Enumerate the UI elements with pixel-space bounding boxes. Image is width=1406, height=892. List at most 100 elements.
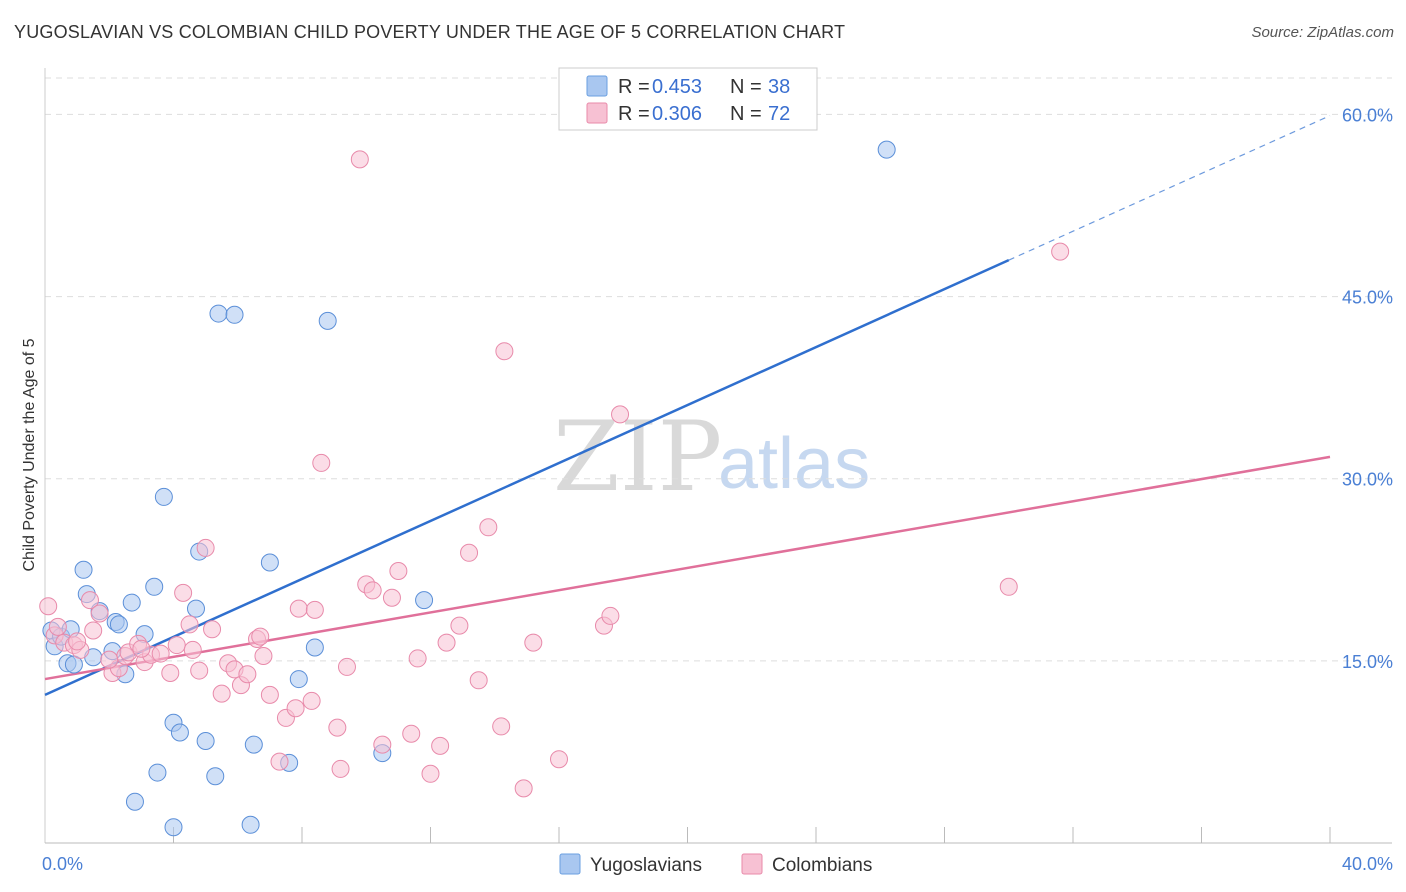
data-points [39,140,1070,837]
grid-lines [45,77,1392,662]
point-colombians-55 [492,717,511,736]
point-colombians-17 [167,636,186,655]
point-yugoslavians-29 [289,670,308,689]
trend-line-yugoslavians-extension [1008,115,1331,261]
point-colombians-67 [183,640,202,659]
point-colombians-5 [80,591,99,610]
point-yugoslavians-31 [318,311,337,330]
legend-swatch-yugoslavians [586,75,608,97]
point-colombians-62 [611,405,630,424]
point-yugoslavians-38 [877,140,896,159]
legend-n-label-2: N = [730,103,762,125]
point-colombians-18 [174,583,193,602]
point-colombians-49 [431,736,450,755]
point-colombians-21 [196,538,215,557]
source-credit: Source: ZipAtlas.com [1251,24,1394,41]
point-colombians-36 [305,600,324,619]
point-colombians-71 [48,617,67,636]
legend-r-value-2: 0.306 [652,103,702,125]
point-yugoslavians-24 [209,304,228,323]
point-colombians-59 [550,750,568,769]
point-colombians-47 [408,649,427,668]
point-colombians-38 [331,759,350,778]
point-colombians-35 [302,691,321,710]
trend-line-yugoslavians [44,259,1010,696]
point-colombians-39 [337,657,356,676]
legend-n-label-1: N = [730,76,762,98]
point-colombians-48 [421,764,440,783]
legend-r-label-1: R = [618,76,650,98]
point-yugoslavians-16 [145,577,164,596]
point-yugoslavians-19 [170,723,189,742]
point-colombians-7 [90,604,109,623]
x-tick-labels: 0.0% 40.0% [42,854,1393,874]
point-colombians-45 [389,562,408,580]
point-yugoslavians-34 [148,763,167,782]
point-yugoslavians-26 [244,735,263,754]
point-yugoslavians-30 [305,638,324,657]
point-colombians-16 [161,664,180,682]
point-colombians-34 [289,599,308,618]
point-colombians-46 [402,724,421,743]
chart-title: YUGOSLAVIAN VS COLOMBIAN CHILD POVERTY U… [14,22,846,42]
point-yugoslavians-25 [225,305,244,324]
point-colombians-27 [238,665,257,684]
point-colombians-53 [469,671,488,690]
legend-swatch-colombians [586,102,608,124]
bottom-legend-swatch-yugoslavians [559,853,581,875]
point-yugoslavians-14 [122,593,141,612]
axes [44,68,1392,844]
point-colombians-40 [350,150,369,169]
point-colombians-42 [363,581,382,600]
point-colombians-58 [524,633,543,652]
watermark-zip: ZIP [553,401,722,513]
bottom-legend-swatch-colombians [741,853,763,875]
x-tick-label-0: 0.0% [42,854,83,874]
point-colombians-64 [999,577,1018,596]
point-colombians-65 [1051,242,1070,261]
point-yugoslavians-27 [260,553,279,572]
point-colombians-51 [450,616,469,635]
point-colombians-20 [190,661,209,680]
point-yugoslavians-22 [196,732,215,750]
point-yugoslavians-17 [154,487,173,506]
point-colombians-57 [514,779,533,798]
point-yugoslavians-33 [415,591,434,610]
point-yugoslavians-6 [74,560,93,579]
point-colombians-33 [286,699,305,718]
point-yugoslavians-12 [109,615,128,634]
point-colombians-56 [495,342,514,361]
point-yugoslavians-23 [206,767,225,786]
point-colombians-66 [251,627,270,646]
y-axis-label: Child Poverty Under the Age of 5 [21,338,38,571]
point-colombians-61 [601,606,620,625]
point-colombians-63 [312,453,331,472]
y-tick-label-0: 15.0% [1342,652,1393,672]
y-tick-label-1: 30.0% [1342,470,1393,490]
point-colombians-68 [132,639,151,658]
y-tick-labels: 15.0% 30.0% 45.0% 60.0% [1342,105,1393,671]
point-colombians-44 [382,588,401,607]
legend-r-label-2: R = [618,103,650,125]
point-colombians-0 [39,597,58,616]
point-colombians-30 [260,685,279,704]
point-colombians-29 [254,647,273,665]
point-colombians-31 [270,752,289,771]
trend-lines [44,115,1331,696]
point-colombians-15 [151,644,170,663]
point-colombians-69 [100,650,119,669]
bottom-legend-label-yugoslavians: Yugoslavians [590,855,702,876]
point-colombians-70 [68,632,87,651]
legend-r-value-1: 0.453 [652,76,702,98]
y-tick-label-3: 60.0% [1342,105,1393,125]
point-colombians-52 [460,543,479,562]
point-yugoslavians-37 [241,815,260,834]
point-colombians-6 [84,621,103,640]
stats-legend: R = 0.453 N = 38 R = 0.306 N = 72 [558,67,818,131]
point-colombians-43 [373,735,392,754]
y-tick-label-2: 45.0% [1342,288,1393,308]
point-yugoslavians-20 [186,599,205,618]
point-colombians-19 [180,615,199,634]
point-colombians-22 [203,620,222,639]
point-colombians-23 [212,684,231,703]
